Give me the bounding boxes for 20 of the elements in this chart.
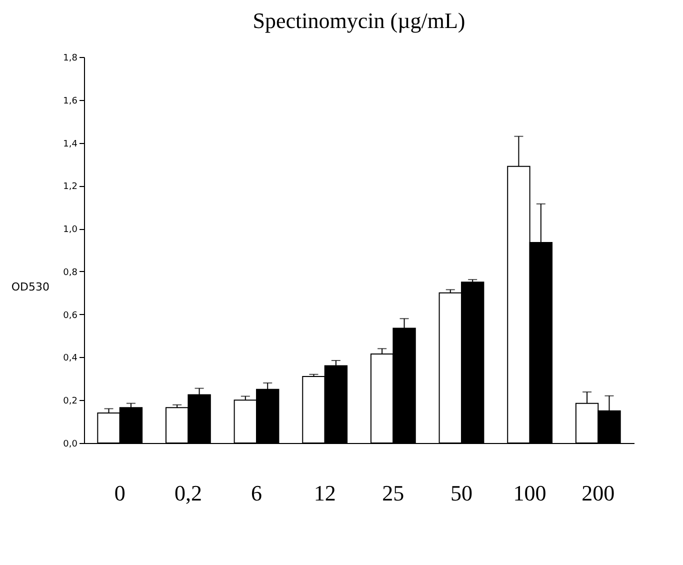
- y-tick-label: 0,2: [63, 396, 78, 407]
- x-tick-label: 0,2: [174, 480, 202, 506]
- y-tick-label: 0,6: [63, 310, 78, 321]
- x-tick-label: 50: [450, 480, 472, 506]
- y-tick-label: 0,0: [63, 440, 78, 450]
- y-tick-label: 1,2: [63, 182, 78, 192]
- y-tick-label: 0,8: [63, 268, 78, 278]
- y-tick-label: 1,0: [63, 225, 78, 236]
- y-tick-label: 1,8: [63, 54, 78, 64]
- y-axis-title: OD530: [11, 280, 50, 294]
- x-tick-label: 25: [382, 480, 404, 506]
- x-tick-label: 0: [114, 480, 126, 506]
- y-tick-label: 0,4: [63, 354, 78, 364]
- y-tick-label: 1,6: [63, 96, 78, 106]
- y-tick-label: 1,4: [63, 139, 78, 150]
- chart-title: Spectinomycin (µg/mL): [252, 8, 466, 33]
- x-tick-label: 12: [314, 480, 336, 506]
- x-tick-label: 100: [513, 480, 546, 506]
- x-tick-label: 200: [582, 480, 615, 506]
- x-tick-label: 6: [251, 480, 262, 506]
